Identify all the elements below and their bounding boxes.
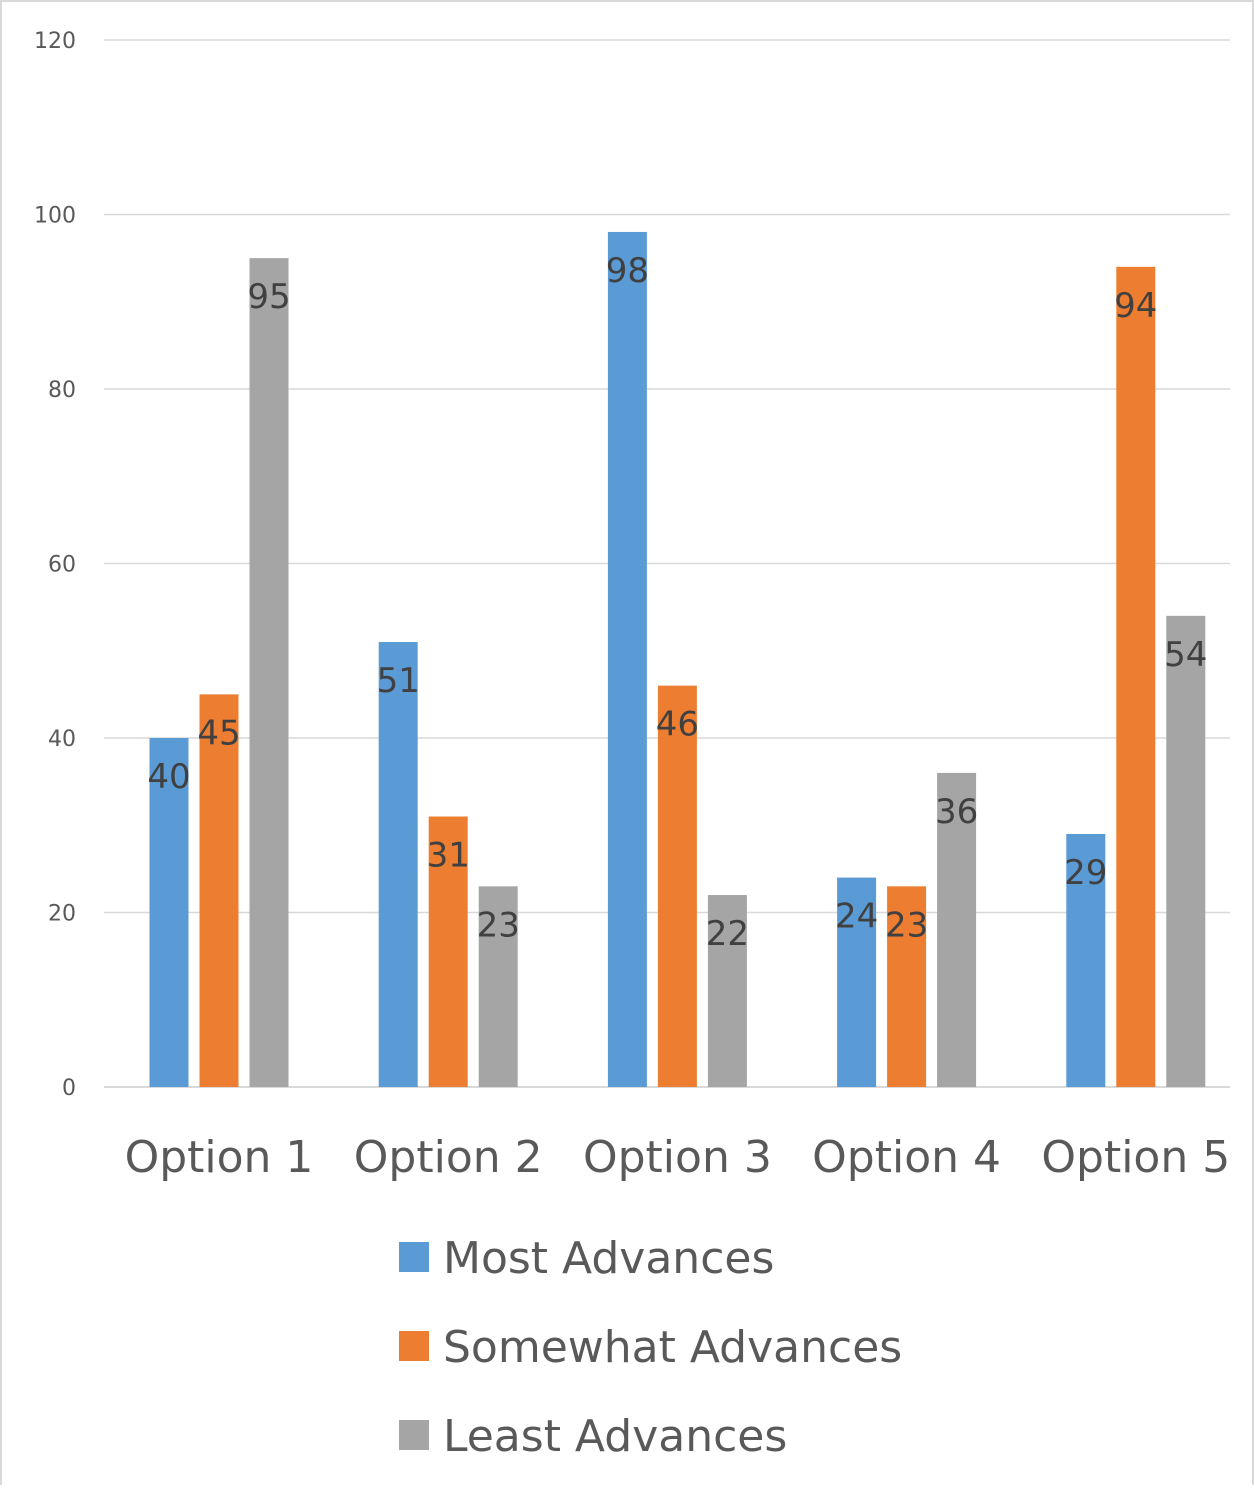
bar-2-option-4 bbox=[887, 886, 927, 1087]
data-label-1-option-5: 29 bbox=[1064, 853, 1107, 893]
bar-2-option-3 bbox=[657, 685, 697, 1087]
y-tick-label-100: 100 bbox=[34, 204, 76, 229]
bar-1-option-1 bbox=[149, 738, 189, 1087]
category-label-option-1: Option 1 bbox=[125, 1132, 314, 1183]
bar-2-option-2 bbox=[428, 816, 468, 1087]
bar-1-option-2 bbox=[378, 642, 418, 1087]
data-label-3-option-3: 22 bbox=[706, 914, 749, 954]
data-label-2-option-5: 94 bbox=[1114, 286, 1157, 326]
bar-2-option-5 bbox=[1116, 266, 1156, 1088]
data-label-1-option-2: 51 bbox=[377, 661, 420, 701]
data-label-2-option-1: 45 bbox=[197, 713, 240, 753]
gridlines bbox=[104, 39, 1230, 1088]
legend-label-2: Somewhat Advances bbox=[443, 1322, 902, 1373]
data-label-1-option-1: 40 bbox=[147, 757, 190, 797]
data-label-3-option-1: 95 bbox=[247, 277, 290, 317]
bar-3-option-1 bbox=[249, 258, 289, 1087]
x-axis-categories: Option 1 Option 2 Option 3 Option 4 Option 5 bbox=[125, 1132, 1231, 1183]
legend-swatch-2 bbox=[399, 1331, 429, 1361]
bar-3-option-5 bbox=[1166, 615, 1206, 1087]
y-tick-label-60: 60 bbox=[48, 553, 76, 578]
bar-2-option-1 bbox=[199, 694, 239, 1087]
y-axis-ticks: 0 20 40 60 80 100 120 bbox=[34, 29, 76, 1101]
data-label-3-option-4: 36 bbox=[935, 792, 978, 832]
data-label-1-option-3: 98 bbox=[606, 251, 649, 291]
legend-label-3: Least Advances bbox=[443, 1411, 787, 1462]
category-label-option-4: Option 4 bbox=[812, 1132, 1001, 1183]
category-label-option-5: Option 5 bbox=[1041, 1132, 1230, 1183]
bar-3-option-4 bbox=[937, 772, 977, 1087]
data-label-3-option-5: 54 bbox=[1164, 635, 1207, 675]
legend-swatch-1 bbox=[399, 1242, 429, 1272]
y-tick-label-0: 0 bbox=[62, 1076, 76, 1101]
y-tick-label-40: 40 bbox=[48, 727, 76, 752]
bar-3-option-3 bbox=[707, 895, 747, 1087]
legend-swatch-3 bbox=[399, 1420, 429, 1450]
bars bbox=[149, 231, 1206, 1088]
legend-label-1: Most Advances bbox=[443, 1233, 774, 1284]
data-label-2-option-3: 46 bbox=[656, 705, 699, 745]
bar-1-option-5 bbox=[1066, 833, 1106, 1087]
category-label-option-2: Option 2 bbox=[354, 1132, 543, 1183]
data-label-2-option-2: 31 bbox=[427, 836, 470, 876]
category-label-option-3: Option 3 bbox=[583, 1132, 772, 1183]
bar-1-option-3 bbox=[607, 231, 647, 1087]
data-label-2-option-4: 23 bbox=[885, 905, 928, 945]
y-tick-label-120: 120 bbox=[34, 29, 76, 54]
y-tick-label-20: 20 bbox=[48, 902, 76, 927]
bar-3-option-2 bbox=[478, 886, 518, 1087]
data-label-1-option-4: 24 bbox=[835, 897, 878, 937]
data-label-3-option-2: 23 bbox=[477, 905, 520, 945]
y-tick-label-80: 80 bbox=[48, 378, 76, 403]
legend: Most Advances Somewhat Advances Least Adva… bbox=[399, 1233, 902, 1462]
bar-1-option-4 bbox=[837, 877, 877, 1087]
